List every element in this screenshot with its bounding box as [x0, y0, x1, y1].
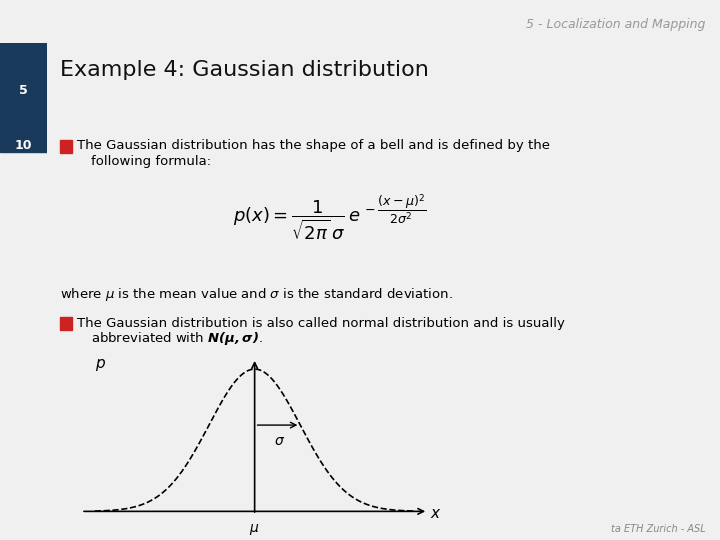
Text: 5: 5 [19, 84, 28, 97]
Text: The Gaussian distribution has the shape of a bell and is defined by the: The Gaussian distribution has the shape … [77, 139, 550, 152]
Text: $x$: $x$ [431, 505, 442, 521]
Text: $p$: $p$ [95, 357, 106, 373]
Text: $\sigma$: $\sigma$ [274, 434, 285, 448]
Text: following formula:: following formula: [91, 155, 211, 168]
Text: $p(x) = \dfrac{1}{\sqrt{2\pi}\,\sigma}\,e^{\,-\dfrac{(x-\mu)^2}{2\sigma^2}}$: $p(x) = \dfrac{1}{\sqrt{2\pi}\,\sigma}\,… [233, 192, 426, 242]
Bar [0, 43, 47, 152]
Text: The Gaussian distribution is also called normal distribution and is usually: The Gaussian distribution is also called… [77, 316, 565, 329]
Bar [60, 318, 73, 329]
Text: ta ETH Zurich - ASL: ta ETH Zurich - ASL [611, 524, 706, 534]
Text: 5 - Localization and Mapping: 5 - Localization and Mapping [526, 18, 706, 31]
Text: abbreviated with $\bfit{N}(\boldsymbol{\mu},\boldsymbol{\sigma})$.: abbreviated with $\bfit{N}(\boldsymbol{\… [91, 330, 263, 347]
Text: 10: 10 [14, 139, 32, 152]
Text: where $\mu$ is the mean value and $\sigma$ is the standard deviation.: where $\mu$ is the mean value and $\sigm… [60, 286, 453, 303]
Text: $\mu$: $\mu$ [249, 522, 260, 537]
Bar [60, 140, 73, 153]
Text: Example 4: Gaussian distribution: Example 4: Gaussian distribution [60, 60, 429, 80]
